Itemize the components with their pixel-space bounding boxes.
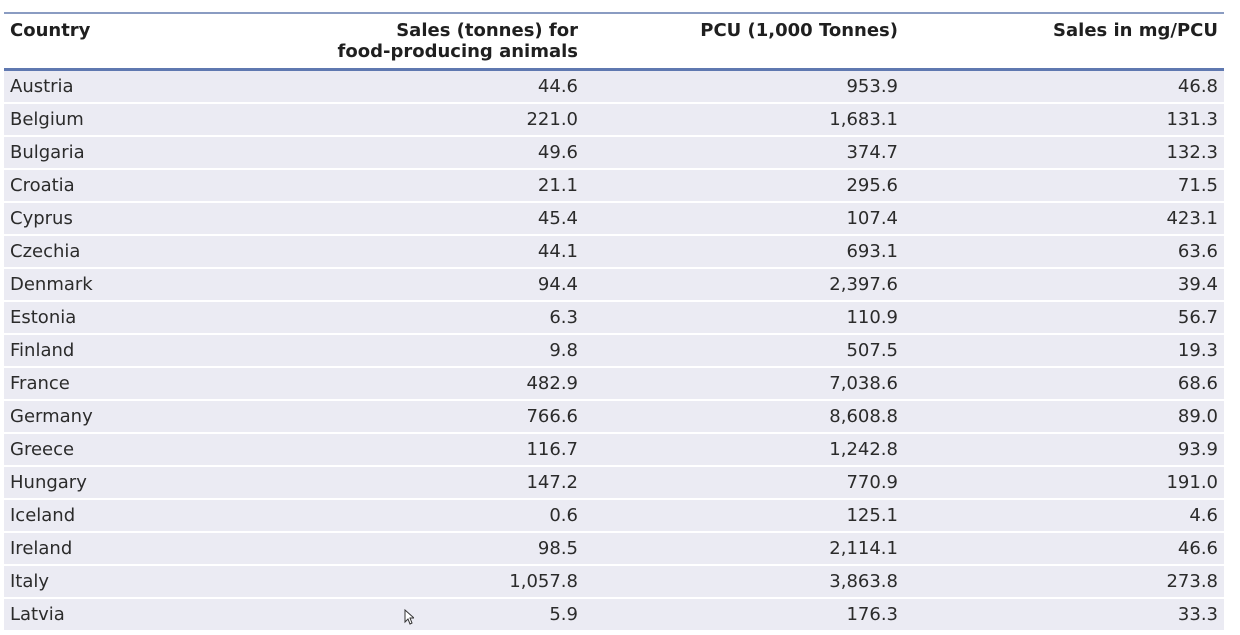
- cell-sales: 1,057.8: [294, 564, 584, 599]
- cell-country: Belgium: [4, 102, 294, 137]
- cell-pcu: 3,863.8: [584, 564, 904, 599]
- cell-mg-per-pcu: 46.6: [904, 531, 1224, 566]
- cell-pcu: 2,114.1: [584, 531, 904, 566]
- sales-table: Country Sales (tonnes) for food-producin…: [4, 12, 1224, 632]
- table-row: Denmark 94.4 2,397.6 39.4: [4, 267, 1224, 302]
- cell-country: Austria: [4, 69, 294, 104]
- cell-pcu: 2,397.6: [584, 267, 904, 302]
- cell-mg-per-pcu: 273.8: [904, 564, 1224, 599]
- cell-country: Greece: [4, 432, 294, 467]
- cell-sales: 482.9: [294, 366, 584, 401]
- header-country: Country: [10, 20, 91, 41]
- cell-mg-per-pcu: 46.8: [904, 69, 1224, 104]
- cell-country: Germany: [4, 399, 294, 434]
- cell-sales: 21.1: [294, 168, 584, 203]
- cell-sales: 5.9: [294, 597, 584, 632]
- header-sales-line1: Sales (tonnes) for: [396, 20, 578, 41]
- cell-pcu: 1,242.8: [584, 432, 904, 467]
- table-row: Croatia 21.1 295.6 71.5: [4, 168, 1224, 203]
- cell-sales: 116.7: [294, 432, 584, 467]
- cell-mg-per-pcu: 33.3: [904, 597, 1224, 632]
- table-row: Greece 116.7 1,242.8 93.9: [4, 432, 1224, 467]
- sales-table-container: Country Sales (tonnes) for food-producin…: [4, 12, 1224, 632]
- table-row: Latvia 5.9 176.3 33.3: [4, 597, 1224, 632]
- cell-sales: 6.3: [294, 300, 584, 335]
- cell-country: Bulgaria: [4, 135, 294, 170]
- cell-sales: 45.4: [294, 201, 584, 236]
- cell-country: Ireland: [4, 531, 294, 566]
- header-sales: Sales (tonnes) for food-producing animal…: [294, 13, 584, 70]
- table-row: Iceland 0.6 125.1 4.6: [4, 498, 1224, 533]
- cell-pcu: 125.1: [584, 498, 904, 533]
- cell-pcu: 8,608.8: [584, 399, 904, 434]
- cell-mg-per-pcu: 19.3: [904, 333, 1224, 368]
- table-row: Czechia 44.1 693.1 63.6: [4, 234, 1224, 269]
- table-row: Bulgaria 49.6 374.7 132.3: [4, 135, 1224, 170]
- cell-country: Denmark: [4, 267, 294, 302]
- header-mg-per-pcu: Sales in mg/PCU: [1053, 20, 1218, 41]
- cell-country: Cyprus: [4, 201, 294, 236]
- cell-mg-per-pcu: 4.6: [904, 498, 1224, 533]
- table-row: Italy 1,057.8 3,863.8 273.8: [4, 564, 1224, 599]
- cell-mg-per-pcu: 89.0: [904, 399, 1224, 434]
- cell-pcu: 953.9: [584, 69, 904, 104]
- header-pcu: PCU (1,000 Tonnes): [700, 20, 898, 41]
- cell-mg-per-pcu: 56.7: [904, 300, 1224, 335]
- cell-pcu: 7,038.6: [584, 366, 904, 401]
- table-row: Germany 766.6 8,608.8 89.0: [4, 399, 1224, 434]
- table-header: Country Sales (tonnes) for food-producin…: [4, 13, 1224, 70]
- cell-country: France: [4, 366, 294, 401]
- cell-pcu: 110.9: [584, 300, 904, 335]
- cell-sales: 94.4: [294, 267, 584, 302]
- cell-mg-per-pcu: 71.5: [904, 168, 1224, 203]
- cell-sales: 9.8: [294, 333, 584, 368]
- table-row: Belgium 221.0 1,683.1 131.3: [4, 102, 1224, 137]
- cell-sales: 49.6: [294, 135, 584, 170]
- cell-pcu: 374.7: [584, 135, 904, 170]
- cell-country: Hungary: [4, 465, 294, 500]
- header-sales-line2: food-producing animals: [337, 41, 578, 62]
- cell-mg-per-pcu: 131.3: [904, 102, 1224, 137]
- cell-country: Estonia: [4, 300, 294, 335]
- table-body: Austria 44.6 953.9 46.8 Belgium 221.0 1,683.1 1…: [4, 69, 1224, 632]
- table-row: Ireland 98.5 2,114.1 46.6: [4, 531, 1224, 566]
- cell-country: Italy: [4, 564, 294, 599]
- cell-pcu: 1,683.1: [584, 102, 904, 137]
- cell-mg-per-pcu: 423.1: [904, 201, 1224, 236]
- cell-pcu: 176.3: [584, 597, 904, 632]
- cell-mg-per-pcu: 63.6: [904, 234, 1224, 269]
- cell-sales: 0.6: [294, 498, 584, 533]
- table-row: Estonia 6.3 110.9 56.7: [4, 300, 1224, 335]
- cell-pcu: 693.1: [584, 234, 904, 269]
- cell-sales: 98.5: [294, 531, 584, 566]
- cell-mg-per-pcu: 93.9: [904, 432, 1224, 467]
- header-row: Country Sales (tonnes) for food-producin…: [4, 13, 1224, 70]
- cell-pcu: 770.9: [584, 465, 904, 500]
- table-row: Austria 44.6 953.9 46.8: [4, 69, 1224, 104]
- cell-mg-per-pcu: 39.4: [904, 267, 1224, 302]
- table-row: Cyprus 45.4 107.4 423.1: [4, 201, 1224, 236]
- cell-sales: 766.6: [294, 399, 584, 434]
- mouse-pointer-icon: [404, 609, 414, 625]
- cell-sales: 221.0: [294, 102, 584, 137]
- cell-sales: 44.6: [294, 69, 584, 104]
- cell-country: Finland: [4, 333, 294, 368]
- table-row: France 482.9 7,038.6 68.6: [4, 366, 1224, 401]
- cell-pcu: 507.5: [584, 333, 904, 368]
- cell-sales: 147.2: [294, 465, 584, 500]
- cell-mg-per-pcu: 68.6: [904, 366, 1224, 401]
- cell-pcu: 295.6: [584, 168, 904, 203]
- cell-country: Iceland: [4, 498, 294, 533]
- cell-country: Latvia: [4, 597, 294, 632]
- cell-mg-per-pcu: 132.3: [904, 135, 1224, 170]
- cell-country: Czechia: [4, 234, 294, 269]
- cell-sales: 44.1: [294, 234, 584, 269]
- cell-mg-per-pcu: 191.0: [904, 465, 1224, 500]
- cell-pcu: 107.4: [584, 201, 904, 236]
- table-row: Hungary 147.2 770.9 191.0: [4, 465, 1224, 500]
- table-row: Finland 9.8 507.5 19.3: [4, 333, 1224, 368]
- cell-country: Croatia: [4, 168, 294, 203]
